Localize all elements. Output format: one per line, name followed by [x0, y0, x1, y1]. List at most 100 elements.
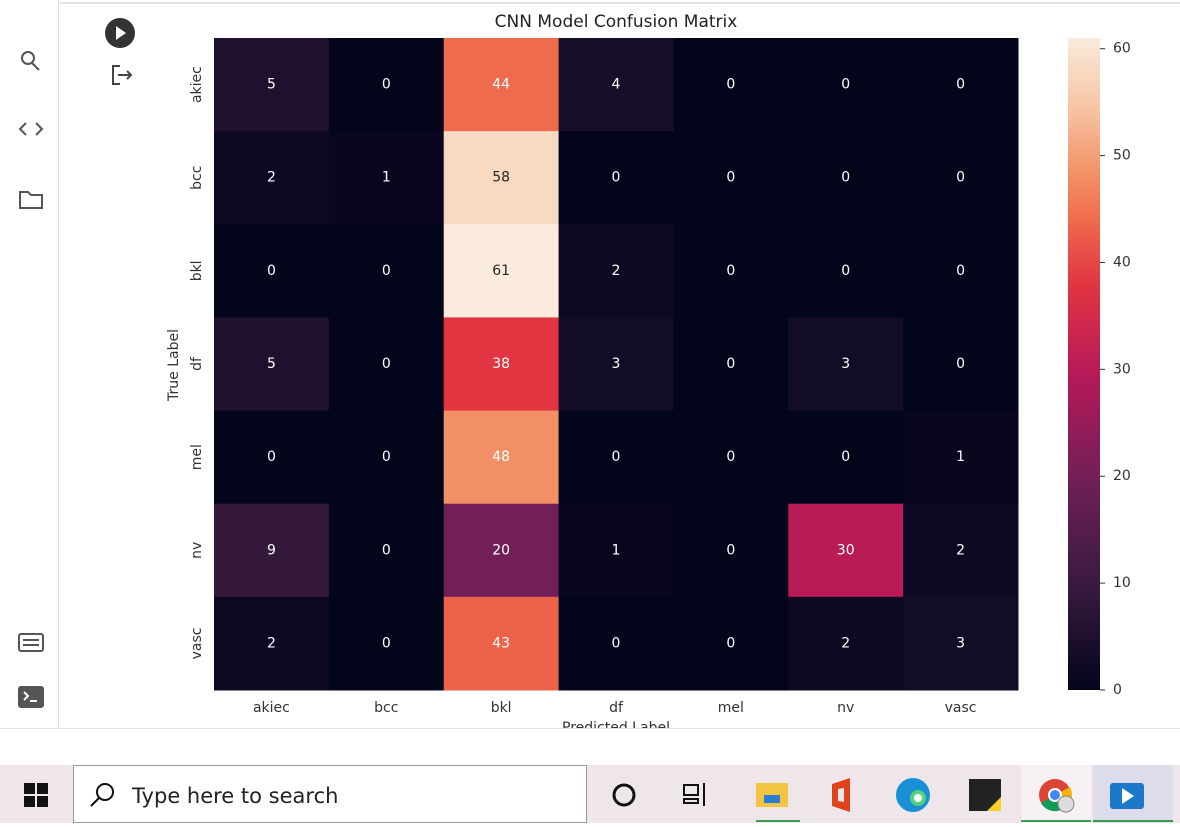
heatmap-cell — [788, 410, 904, 505]
file-explorer-icon[interactable] — [756, 783, 800, 822]
colorbar-tick-label: 30 — [1113, 361, 1131, 377]
cortana-icon[interactable] — [612, 783, 636, 807]
cell-label: 9 — [267, 542, 276, 558]
x-tick-label: akiec — [253, 700, 290, 716]
search-box[interactable] — [73, 765, 587, 823]
video-app-icon[interactable] — [1093, 783, 1173, 822]
x-tick-label: vasc — [945, 700, 977, 716]
chrome-icon[interactable] — [1021, 779, 1091, 822]
search-glass — [90, 783, 114, 807]
cell-label: 0 — [382, 542, 391, 558]
heatmap-cell — [214, 503, 330, 598]
cell-label: 0 — [382, 356, 391, 372]
heatmap-cell — [443, 317, 560, 412]
cell-label: 0 — [841, 263, 850, 279]
start-button[interactable] — [24, 783, 48, 807]
y-tick-label: bkl — [189, 260, 205, 281]
x-axis-label: Predicted Label — [562, 720, 670, 736]
colorbar-tick-label: 40 — [1113, 254, 1131, 270]
heatmap-cell — [903, 317, 1019, 412]
cell-label: 0 — [956, 263, 965, 279]
heatmap-cell — [673, 596, 789, 691]
heatmap-cell — [443, 131, 560, 225]
cell-label: 0 — [267, 263, 276, 279]
cell-label: 48 — [492, 449, 510, 465]
heatmap-cell — [558, 596, 674, 691]
cell-label: 5 — [267, 356, 276, 372]
heatmap-cell — [443, 596, 560, 691]
heatmap-cell — [788, 224, 904, 318]
heatmap-cell — [443, 410, 560, 505]
colorbar-tick-label: 0 — [1113, 682, 1122, 698]
cell-label: 44 — [492, 77, 510, 93]
heatmap-cell — [788, 503, 904, 598]
heatmap-cell — [673, 224, 789, 318]
cell-label: 0 — [612, 170, 621, 186]
files-icon[interactable] — [19, 191, 43, 209]
colorbar-tick-label: 20 — [1113, 468, 1131, 484]
search-icon[interactable] — [21, 51, 40, 71]
heatmap-cell — [328, 317, 445, 412]
cell-label: 4 — [612, 77, 621, 93]
x-tick-label: mel — [718, 700, 744, 716]
heatmap-cell — [328, 224, 445, 318]
cell-label: 2 — [267, 635, 276, 651]
cell-label: 0 — [956, 170, 965, 186]
heatmap-cell — [788, 131, 904, 225]
cell-label: 0 — [382, 635, 391, 651]
colorbar — [1068, 38, 1100, 690]
y-axis-label: True Label — [166, 329, 182, 402]
cell-label: 0 — [612, 635, 621, 651]
cell-label: 0 — [841, 449, 850, 465]
heatmap-cell — [443, 503, 560, 598]
cell-label: 0 — [612, 449, 621, 465]
heatmap-cell — [788, 596, 904, 691]
chart-title: CNN Model Confusion Matrix — [495, 12, 738, 32]
run-button[interactable] — [105, 18, 135, 48]
task-view-icon[interactable] — [683, 783, 705, 806]
sticky-notes-icon[interactable] — [969, 779, 1001, 811]
y-tick-label: df — [189, 356, 205, 371]
heatmap-cell — [558, 317, 674, 412]
colorbar-tick-label: 10 — [1113, 575, 1131, 591]
output-icon[interactable] — [112, 65, 133, 85]
heatmap-cell — [558, 131, 674, 225]
heatmap-cell — [903, 503, 1019, 598]
y-tick-label: vasc — [189, 627, 205, 659]
y-tick-label: mel — [189, 444, 205, 470]
cell-label: 5 — [267, 77, 276, 93]
cell-label: 0 — [841, 170, 850, 186]
x-tick-label: bkl — [491, 700, 512, 716]
y-tick-label: akiec — [189, 66, 205, 103]
cell-label: 61 — [492, 263, 510, 279]
heatmap-cell — [328, 503, 445, 598]
cell-label: 0 — [726, 542, 735, 558]
office-icon[interactable] — [832, 778, 850, 812]
cell-label: 0 — [726, 356, 735, 372]
code-icon[interactable] — [18, 122, 44, 136]
heatmap-cell — [903, 38, 1019, 132]
x-tick-label: df — [609, 700, 624, 716]
heatmap-cell — [673, 131, 789, 225]
colorbar-tick-label: 50 — [1113, 148, 1131, 164]
cell-label: 1 — [956, 449, 965, 465]
snippets-icon[interactable] — [18, 633, 44, 652]
y-tick-label: nv — [189, 542, 205, 559]
heatmap-cell — [558, 503, 674, 598]
heatmap-cell — [903, 224, 1019, 318]
cell-label: 0 — [956, 77, 965, 93]
cell-label: 58 — [492, 170, 510, 186]
cell-label: 3 — [612, 356, 621, 372]
heatmap-cell — [558, 224, 674, 318]
cell-label: 2 — [612, 263, 621, 279]
terminal-icon[interactable] — [18, 686, 44, 708]
heatmap-cell — [214, 410, 330, 505]
heatmap-cell — [214, 317, 330, 412]
cell-label: 0 — [726, 170, 735, 186]
x-tick-label: bcc — [374, 700, 398, 716]
cell-label: 2 — [956, 542, 965, 558]
heatmap-cell — [214, 131, 330, 225]
heatmap-cell — [673, 38, 789, 132]
edge-icon[interactable] — [896, 778, 930, 812]
heatmap-cell — [328, 38, 445, 132]
